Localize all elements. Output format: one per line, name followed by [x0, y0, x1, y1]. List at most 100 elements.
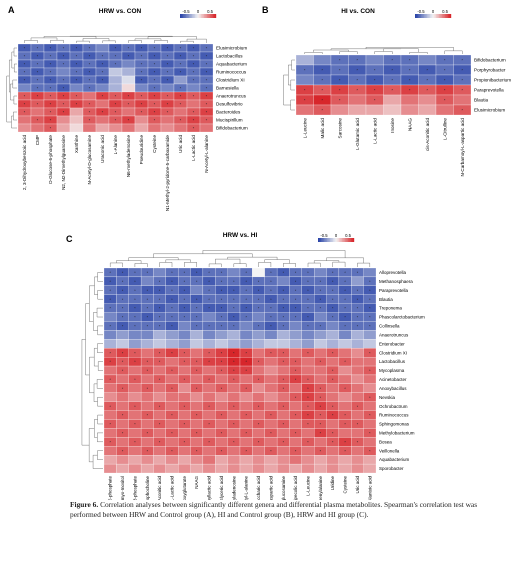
significance-mark: *: [147, 307, 149, 311]
significance-mark: *: [332, 414, 334, 418]
significance-mark: *: [344, 307, 346, 311]
heatmap-cell: [116, 455, 129, 465]
legend-swatch: [324, 238, 326, 242]
significance-mark: *: [141, 47, 143, 51]
significance-mark: *: [320, 289, 322, 293]
significance-mark: *: [141, 63, 143, 67]
row-label: Desulfovibrio: [216, 102, 243, 107]
significance-mark: *: [369, 280, 371, 284]
heatmap-cells: * * * * * * * * * * * * * * * * * * * * * * * * * * * * * * * * * * * * * * * *…: [295, 54, 472, 116]
significance-mark: *: [332, 271, 334, 275]
heatmap-cell: [326, 463, 340, 474]
significance-mark: *: [102, 95, 104, 99]
heatmap-cell: [314, 339, 327, 349]
legend-swatch: [346, 238, 349, 242]
significance-mark: *: [357, 325, 359, 329]
heatmap-cell: [140, 330, 154, 340]
heatmap-cell: [338, 463, 352, 474]
significance-mark: *: [208, 423, 210, 427]
significance-mark: *: [167, 111, 169, 115]
significance-mark: *: [332, 440, 334, 444]
row-label: Ruminococcus: [379, 413, 409, 418]
significance-mark: *: [159, 316, 161, 320]
significance-mark: *: [122, 325, 124, 329]
row-label: Propionibacterium: [474, 78, 511, 83]
panel-label: C: [66, 234, 73, 244]
heatmap-cell: [128, 446, 142, 456]
legend-swatch: [193, 14, 196, 18]
significance-mark: *: [357, 316, 359, 320]
significance-mark: *: [320, 360, 322, 364]
significance-mark: *: [154, 111, 156, 115]
significance-mark: *: [392, 89, 394, 93]
heatmap-cell: [30, 107, 45, 117]
heatmap-cell: [215, 392, 228, 402]
significance-mark: *: [89, 87, 91, 91]
significance-mark: *: [307, 414, 309, 418]
heatmap-cell: [121, 67, 136, 77]
heatmap-cell: [153, 383, 166, 393]
heatmap-panel-a: A HRW vs. CON -0.5 0 0.5* * * * * * * * * * * * * ** * * * * *…: [6, 5, 248, 211]
significance-mark: *: [37, 79, 39, 83]
significance-mark: *: [357, 59, 359, 63]
heatmap-cell: [103, 392, 117, 402]
heatmap-cell: [239, 339, 253, 349]
heatmap-cell: [202, 410, 216, 420]
heatmap-cell: [276, 392, 290, 402]
heatmap-cell: [418, 94, 437, 106]
heatmap-cell: [56, 115, 71, 125]
significance-mark: *: [196, 307, 198, 311]
legend-swatch: [439, 14, 441, 18]
heatmap-cell: [289, 419, 302, 429]
legend-swatch: [427, 14, 429, 18]
heatmap-cell: [301, 463, 315, 474]
heatmap-cell: [314, 365, 327, 376]
heatmap-cell: [301, 365, 315, 376]
significance-mark: *: [171, 387, 173, 391]
significance-mark: *: [122, 360, 124, 364]
significance-mark: *: [283, 298, 285, 302]
column-label: D-Glucose-6-phosphate: [48, 135, 53, 184]
significance-mark: *: [89, 79, 91, 83]
heatmap-cell: [56, 67, 71, 77]
significance-mark: *: [332, 431, 334, 435]
heatmap-cell: [215, 437, 228, 447]
significance-mark: *: [258, 307, 260, 311]
significance-mark: *: [462, 69, 464, 73]
heatmap-cell: [202, 446, 216, 456]
heatmap-cell: [363, 419, 377, 429]
heatmap-cell: [326, 446, 340, 456]
column-label: Xanthine: [74, 135, 79, 154]
significance-mark: *: [147, 431, 149, 435]
heatmap-cell: [264, 437, 278, 447]
significance-mark: *: [444, 79, 446, 83]
heatmap-cell: [264, 383, 278, 393]
heatmap-cell: [186, 99, 201, 109]
significance-mark: *: [332, 405, 334, 409]
significance-mark: *: [109, 423, 111, 427]
heatmap-cell: [17, 123, 32, 133]
significance-mark: *: [37, 55, 39, 59]
significance-mark: *: [344, 325, 346, 329]
significance-mark: *: [154, 79, 156, 83]
row-label: Barnesiella: [216, 86, 239, 91]
heatmap-cell: [103, 463, 117, 474]
legend-swatch: [198, 14, 200, 18]
significance-mark: *: [193, 63, 195, 67]
significance-mark: *: [50, 119, 52, 123]
significance-mark: *: [184, 351, 186, 355]
significance-mark: *: [109, 271, 111, 275]
significance-mark: *: [221, 387, 223, 391]
significance-mark: *: [196, 271, 198, 275]
heatmap-cell: [276, 330, 290, 340]
heatmap-cell: [17, 115, 32, 125]
heatmap-cell: [128, 365, 142, 376]
heatmap-cell: [178, 392, 191, 402]
significance-mark: *: [134, 307, 136, 311]
significance-mark: *: [444, 69, 446, 73]
row-label: Anoxybacillus: [379, 386, 407, 391]
panel-title: HRW vs. HI: [223, 232, 258, 239]
legend-swatch: [319, 238, 322, 242]
dendrogram: [6, 35, 207, 129]
significance-mark: *: [258, 325, 260, 329]
